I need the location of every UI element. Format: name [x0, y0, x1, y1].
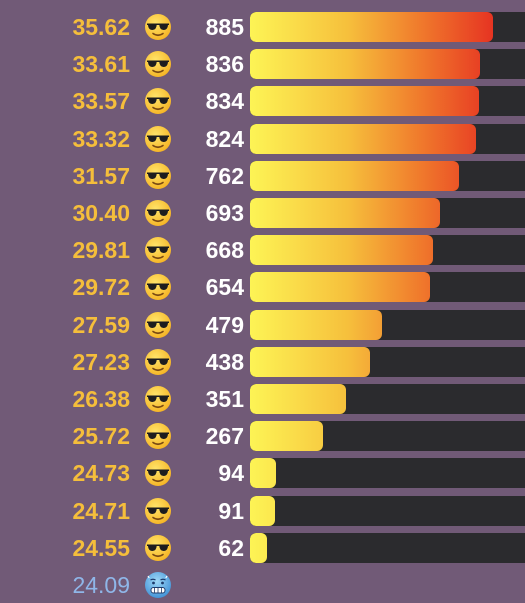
count-value: 479: [205, 311, 244, 338]
temperature-value: 25.72: [72, 423, 130, 450]
temperature-value: 35.62: [72, 14, 130, 40]
smiling-face-with-sunglasses-icon: [144, 199, 172, 227]
list-item: 33.57 834: [0, 83, 525, 119]
temperature-value: 33.61: [72, 51, 130, 78]
smiling-face-with-sunglasses-icon: [144, 497, 172, 525]
list-item: 33.32 824: [0, 121, 525, 157]
progress-bar-fill: [250, 198, 441, 228]
count-value: 693: [205, 200, 244, 226]
smiling-face-with-sunglasses-icon: [144, 311, 172, 339]
progress-bar-fill: [250, 309, 382, 340]
progress-bar-fill: [250, 235, 434, 266]
progress-bar-fill: [250, 421, 324, 452]
list-item: 25.72 267: [0, 418, 525, 454]
list-item: 24.55 62: [0, 530, 525, 566]
temperature-value: 24.73: [72, 460, 130, 487]
progress-bar-track: [250, 235, 525, 266]
progress-bar-track: [250, 198, 525, 228]
smiling-face-with-sunglasses-icon: [144, 236, 172, 264]
progress-bar-fill: [250, 49, 480, 80]
progress-bar-fill: [250, 495, 275, 526]
progress-bar-fill: [250, 346, 371, 377]
smiling-face-with-sunglasses-icon: [144, 459, 172, 487]
smiling-face-with-sunglasses-icon: [144, 13, 172, 41]
count-value: 267: [205, 423, 244, 450]
progress-bar-track: [250, 421, 525, 452]
count-value: 824: [205, 125, 244, 152]
temperature-value: 24.09: [72, 572, 130, 598]
list-item: 24.09: [0, 567, 525, 603]
cold-face-icon: [144, 571, 172, 599]
progress-bar-fill: [250, 160, 460, 191]
count-value: 438: [205, 348, 244, 375]
list-item: 30.40 693: [0, 195, 525, 231]
temperature-value: 24.71: [72, 497, 130, 524]
count-value: 762: [205, 162, 244, 189]
count-value: 668: [205, 237, 244, 264]
progress-bar-track: [250, 272, 525, 303]
temperature-value: 27.23: [72, 348, 130, 375]
progress-bar-track: [250, 495, 525, 526]
count-value: 94: [218, 460, 244, 487]
count-value: 834: [205, 88, 244, 115]
progress-bar-fill: [250, 532, 268, 563]
smiling-face-with-sunglasses-icon: [144, 385, 172, 413]
progress-bar-track: [250, 86, 525, 117]
temperature-value: 33.32: [72, 125, 130, 152]
smiling-face-with-sunglasses-icon: [144, 125, 172, 153]
count-value: 351: [205, 386, 244, 412]
progress-bar-fill: [250, 458, 276, 489]
temperature-value: 31.57: [72, 162, 130, 189]
progress-bar-fill: [250, 272, 430, 303]
progress-bar-track: [250, 532, 525, 563]
list-item: 27.23 438: [0, 344, 525, 380]
list-item: 26.38 351: [0, 381, 525, 417]
count-value: 654: [205, 274, 244, 301]
smiling-face-with-sunglasses-icon: [144, 50, 172, 78]
temperature-value: 27.59: [72, 311, 130, 338]
progress-bar-fill: [250, 86, 479, 117]
smiling-face-with-sunglasses-icon: [144, 534, 172, 562]
list-item: 29.81 668: [0, 232, 525, 268]
smiling-face-with-sunglasses-icon: [144, 422, 172, 450]
smiling-face-with-sunglasses-icon: [144, 273, 172, 301]
count-value: 885: [205, 14, 244, 40]
temperature-value: 26.38: [72, 386, 130, 412]
list-item: 29.72 654: [0, 269, 525, 305]
list-item: 31.57 762: [0, 158, 525, 194]
temperature-value: 33.57: [72, 88, 130, 115]
progress-bar-track: [250, 49, 525, 80]
progress-bar-fill: [250, 123, 477, 154]
count-value: 91: [218, 497, 244, 524]
progress-bar-track: [250, 346, 525, 377]
list-item: 27.59 479: [0, 307, 525, 343]
progress-bar-track: [250, 384, 525, 414]
temperature-value: 24.55: [72, 534, 130, 561]
temperature-value: 29.72: [72, 274, 130, 301]
count-value: 836: [205, 51, 244, 78]
progress-bar-track: [250, 458, 525, 489]
list-item: 24.73 94: [0, 455, 525, 491]
smiling-face-with-sunglasses-icon: [144, 87, 172, 115]
list-item: 33.61 836: [0, 46, 525, 82]
count-value: 62: [218, 534, 244, 561]
progress-bar-fill: [250, 12, 493, 42]
progress-bar-track: [250, 160, 525, 191]
list-item: 24.71 91: [0, 493, 525, 529]
smiling-face-with-sunglasses-icon: [144, 348, 172, 376]
temperature-value: 29.81: [72, 237, 130, 264]
progress-bar-fill: [250, 384, 347, 414]
list-item: 35.62 885: [0, 9, 525, 45]
temperature-value: 30.40: [72, 200, 130, 226]
progress-bar-track: [250, 123, 525, 154]
progress-bar-track: [250, 12, 525, 42]
progress-bar-track: [250, 309, 525, 340]
smiling-face-with-sunglasses-icon: [144, 162, 172, 190]
